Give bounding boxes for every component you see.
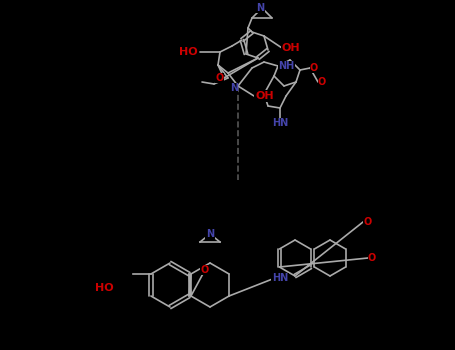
Text: O: O — [318, 77, 326, 87]
Text: O: O — [310, 63, 318, 73]
Text: NH: NH — [278, 61, 294, 71]
Text: N: N — [230, 83, 238, 93]
Text: OH: OH — [282, 43, 301, 53]
Text: HN: HN — [272, 273, 288, 283]
Text: O: O — [368, 253, 376, 263]
Text: HO: HO — [179, 47, 198, 57]
Text: O: O — [216, 73, 224, 83]
Text: O: O — [201, 265, 209, 275]
Text: OH: OH — [255, 91, 273, 101]
Text: HO: HO — [96, 283, 114, 293]
Text: N: N — [206, 229, 214, 239]
Text: N: N — [256, 3, 264, 13]
Text: O: O — [363, 217, 371, 227]
Text: HN: HN — [272, 118, 288, 128]
